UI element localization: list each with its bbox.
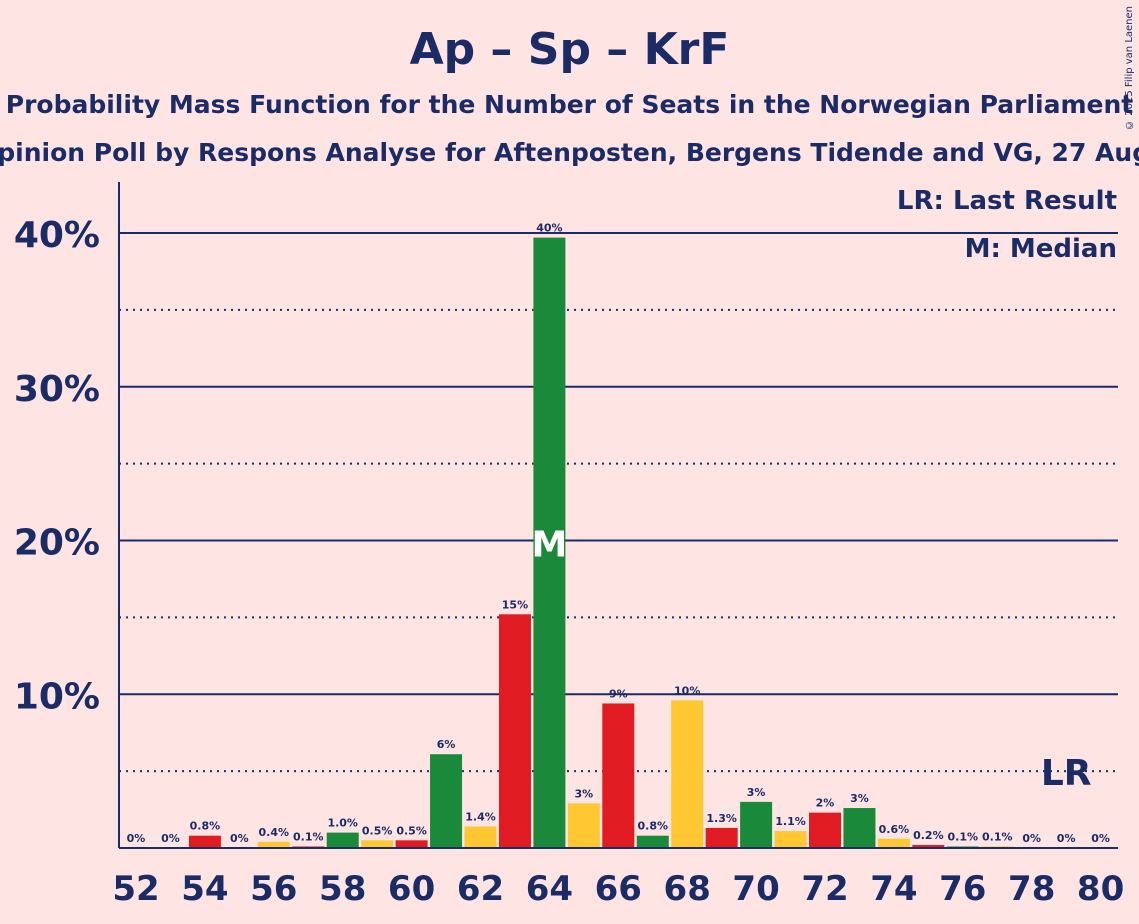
bar-value-label: 6% [437,738,456,751]
bar-value-label: 0.1% [982,830,1013,843]
bar-seat-66 [602,703,635,848]
bar-seat-64 [533,237,566,849]
bar-seat-70 [740,801,773,848]
x-tick-label: 78 [1008,869,1055,909]
x-tick-label: 58 [319,869,366,909]
bar-seat-74 [877,838,910,848]
bar-value-label: 2% [816,797,835,810]
median-marker: M [531,525,567,566]
bar-value-label: 0.5% [362,824,393,837]
bar-value-label: 0.5% [396,824,427,837]
bar-value-label: 3% [850,792,869,805]
x-tick-label: 76 [939,869,986,909]
y-tick-label: 20% [14,523,100,564]
x-tick-label: 52 [112,869,159,909]
y-tick-label: 10% [14,676,100,717]
x-tick-label: 66 [595,869,642,909]
bar-seat-61 [430,754,463,848]
bar-seat-54 [188,835,221,848]
bar-seat-72 [809,812,841,848]
x-tick-label: 80 [1077,869,1124,909]
x-tick-label: 72 [801,869,848,909]
bar-value-label: 0% [1022,832,1041,845]
bar-value-label: 0.8% [190,820,221,833]
bar-value-label: 3% [575,787,594,800]
chart-poll-info: Opinion Poll by Respons Analyse for Afte… [0,138,1139,167]
bar-seat-68 [671,700,704,848]
bar-seat-58 [326,832,359,848]
chart-title: Ap – Sp – KrF [409,24,730,75]
x-tick-label: 54 [181,869,228,909]
bar-value-label: 0.2% [913,829,944,842]
bar-value-label: 15% [502,598,528,611]
bar-value-label: 1.1% [775,815,806,828]
chart-subtitle: Probability Mass Function for the Number… [5,90,1134,119]
bar-seat-59 [361,840,394,848]
bar-seat-71 [774,831,807,848]
bar-value-label: 1.4% [465,810,496,823]
x-tick-label: 70 [732,869,779,909]
bar-value-label: 0% [230,832,249,845]
bar-value-label: 3% [747,786,766,799]
bar-value-label: 0% [1057,832,1076,845]
bar-value-label: 1.0% [327,817,358,830]
x-tick-label: 64 [526,869,573,909]
bar-value-label: 10% [674,684,700,697]
x-tick-label: 56 [250,869,297,909]
bar-value-label: 0.1% [948,830,979,843]
bar-value-label: 0.1% [293,830,324,843]
bar-value-label: 0.8% [637,820,668,833]
legend-entry: M: Median [965,234,1117,264]
bar-seat-65 [567,803,600,848]
bar-seat-60 [395,840,428,848]
bar-seat-67 [636,835,669,848]
bar-value-label: 0.6% [879,823,910,836]
bar-value-label: 9% [609,687,628,700]
bar-value-label: 0% [1091,832,1110,845]
x-tick-label: 68 [664,869,711,909]
y-tick-label: 40% [14,215,100,256]
x-tick-label: 60 [388,869,435,909]
legend-entry: LR: Last Result [897,186,1117,216]
bar-value-label: 0.4% [259,826,290,839]
bar-value-label: 40% [536,222,562,235]
bar-seat-63 [498,614,531,848]
bar-value-label: 1.3% [706,812,737,825]
y-tick-label: 30% [14,369,100,410]
bar-seat-75 [912,844,945,848]
bar-seat-56 [257,841,290,848]
bar-seat-69 [705,828,738,848]
bar-seat-73 [843,808,876,848]
last-result-marker: LR [1041,753,1092,794]
bar-seat-62 [464,826,497,848]
bar-value-label: 0% [127,832,146,845]
x-tick-label: 74 [870,869,917,909]
bar-value-label: 0% [161,832,180,845]
x-tick-label: 62 [457,869,504,909]
